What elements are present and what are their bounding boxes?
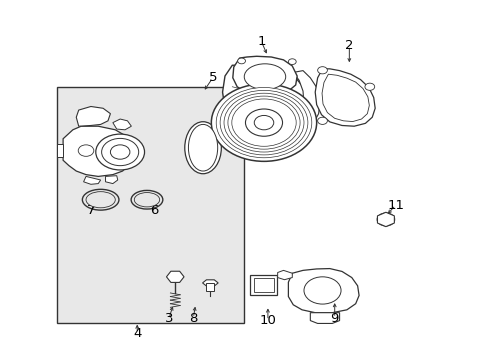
Text: 8: 8 [189,311,197,325]
Circle shape [317,67,327,74]
Ellipse shape [184,122,221,174]
Polygon shape [113,119,131,130]
Text: 11: 11 [386,199,404,212]
Text: 7: 7 [86,204,95,217]
Ellipse shape [134,193,159,207]
Circle shape [78,145,94,156]
Text: 1: 1 [257,35,265,49]
Circle shape [237,58,245,64]
Circle shape [102,138,139,166]
Text: 2: 2 [345,39,353,52]
Polygon shape [377,212,393,226]
Polygon shape [288,269,358,313]
Circle shape [288,59,296,64]
Polygon shape [83,176,101,184]
Circle shape [227,96,300,149]
Ellipse shape [86,192,115,208]
Circle shape [110,145,130,159]
Ellipse shape [188,125,217,171]
Ellipse shape [82,189,119,210]
FancyBboxPatch shape [57,87,244,323]
Circle shape [317,117,327,125]
Ellipse shape [244,64,285,90]
Text: 5: 5 [208,71,217,84]
Circle shape [220,90,307,155]
Polygon shape [315,69,374,126]
Polygon shape [277,270,292,280]
Text: 6: 6 [150,204,158,217]
Polygon shape [166,271,183,282]
Circle shape [211,84,316,161]
Circle shape [376,213,394,226]
Polygon shape [232,56,297,95]
Circle shape [304,277,340,304]
Circle shape [254,116,273,130]
Circle shape [216,87,311,158]
Polygon shape [322,74,368,122]
Circle shape [364,83,374,90]
Polygon shape [63,126,135,176]
Text: 9: 9 [330,311,338,325]
Polygon shape [57,144,63,157]
Text: 10: 10 [259,314,276,327]
Polygon shape [293,71,320,130]
Polygon shape [105,176,118,184]
Circle shape [245,109,282,136]
Circle shape [224,93,304,152]
Polygon shape [202,280,218,286]
Polygon shape [206,283,214,291]
Polygon shape [253,278,273,292]
Circle shape [96,134,144,170]
Polygon shape [222,65,310,140]
Polygon shape [250,275,277,295]
Circle shape [231,99,296,146]
Ellipse shape [131,190,163,209]
Text: 4: 4 [133,327,141,340]
Text: 3: 3 [164,311,173,325]
Polygon shape [310,313,339,323]
Polygon shape [76,107,110,126]
